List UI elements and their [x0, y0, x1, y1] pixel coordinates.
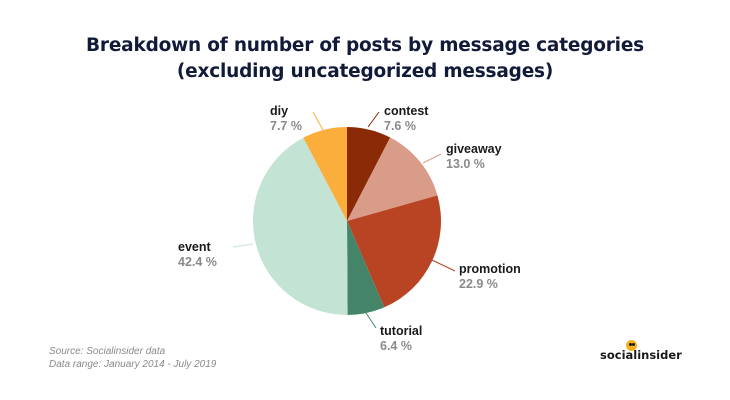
leader-line-diy	[312, 111, 324, 131]
pie-slice-giveaway	[347, 137, 438, 221]
brand-logo-icon	[626, 340, 637, 351]
slice-label-promotion: promotion	[459, 262, 521, 276]
leader-line-giveaway	[422, 153, 442, 164]
leader-line-contest	[367, 111, 380, 128]
pie-slice-contest	[347, 127, 391, 221]
slice-value-giveaway: 13.0 %	[446, 157, 485, 171]
date-range-note: Data range: January 2014 - July 2019	[49, 359, 217, 370]
chart-title-line-1: Breakdown of number of posts by message …	[86, 35, 644, 56]
brand-logo: socialinsider	[600, 348, 682, 362]
slice-value-tutorial: 6.4 %	[380, 339, 412, 353]
pie-slice-promotion	[347, 195, 442, 308]
slice-label-contest: contest	[384, 104, 429, 118]
leader-line-promotion	[431, 259, 456, 272]
pie-slice-diy	[303, 127, 347, 221]
chart-title-line-2: (excluding uncategorized messages)	[176, 61, 554, 82]
slice-value-diy: 7.7 %	[270, 119, 302, 133]
slice-value-promotion: 22.9 %	[459, 277, 498, 291]
source-note: Source: Socialinsider data	[49, 346, 166, 357]
leader-line-event	[232, 243, 254, 248]
slice-label-event: event	[178, 240, 211, 254]
pie-slice-tutorial	[347, 221, 385, 315]
pie-slice-event	[253, 137, 348, 316]
slice-value-contest: 7.6 %	[384, 119, 416, 133]
slice-label-diy: diy	[270, 104, 288, 118]
leader-line-tutorial	[365, 312, 377, 329]
slice-label-giveaway: giveaway	[446, 142, 502, 156]
slice-label-tutorial: tutorial	[380, 324, 422, 338]
slice-value-event: 42.4 %	[178, 255, 217, 269]
